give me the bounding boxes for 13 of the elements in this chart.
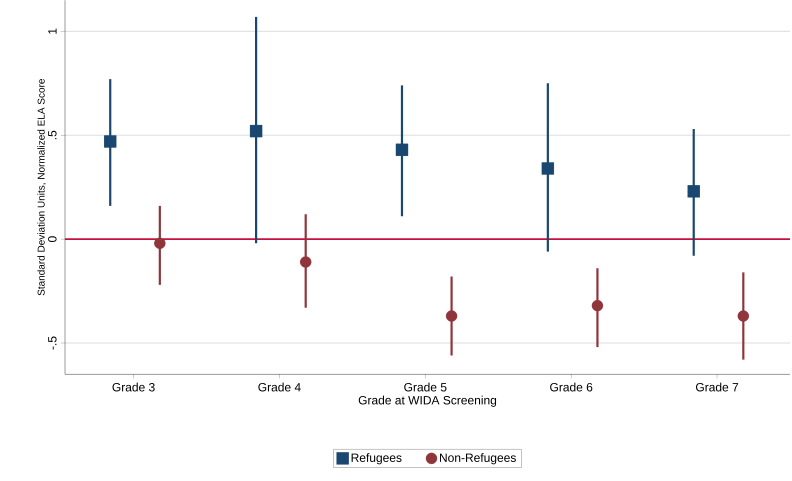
legend-label: Non-Refugees xyxy=(440,453,516,464)
x-tick-label: Grade 4 xyxy=(258,382,301,392)
x-tick-label: Grade 3 xyxy=(112,382,155,392)
x-tick-label: Grade 7 xyxy=(696,382,738,392)
y-tick-label: 1 xyxy=(48,28,57,34)
x-tick-label: Grade 6 xyxy=(550,382,592,392)
y-axis-title: Standard Deviation Units, Normalized ELA Score xyxy=(37,78,46,296)
y-tick-label: .5 xyxy=(48,130,57,140)
y-tick-label: -.5 xyxy=(48,336,57,350)
y-tick-label: 0 xyxy=(48,236,57,242)
x-axis-title: Grade at WIDA Screening xyxy=(358,396,496,407)
legend-label: Refugees xyxy=(352,453,402,464)
x-tick-label: Grade 5 xyxy=(404,382,446,392)
